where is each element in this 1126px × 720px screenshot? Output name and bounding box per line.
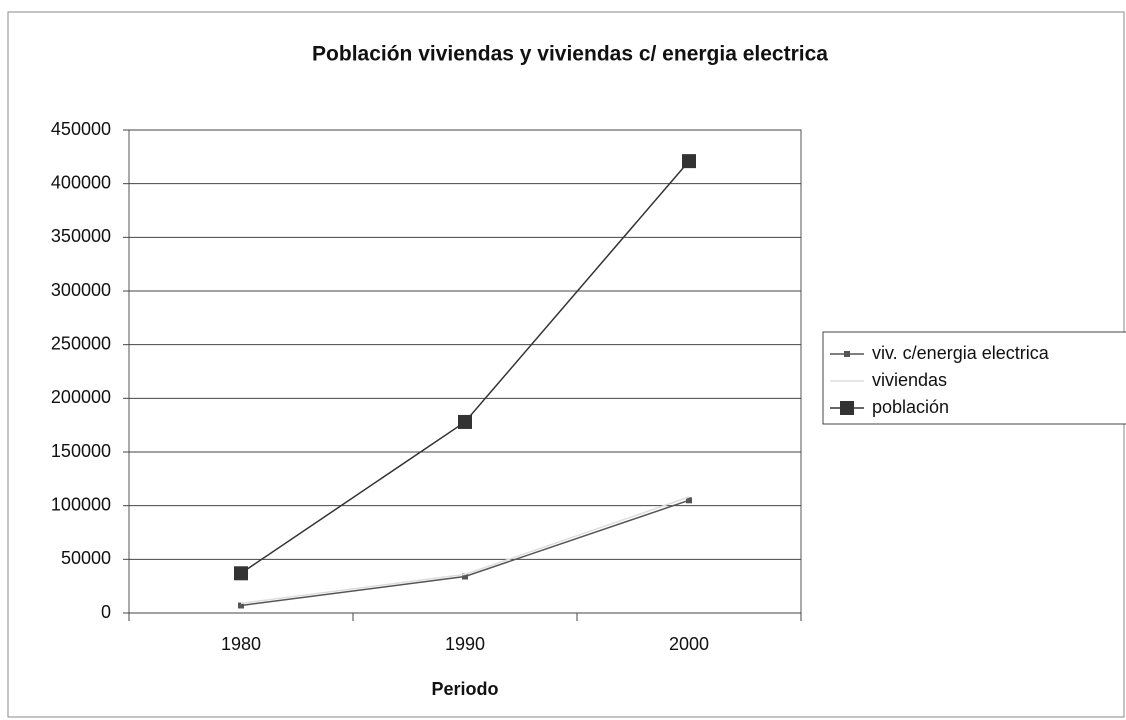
x-tick-label: 1990: [445, 634, 485, 654]
marker: [686, 497, 692, 504]
x-axis-title: Periodo: [431, 679, 498, 699]
plot-area: [128, 129, 802, 614]
marker: [238, 602, 244, 609]
x-tick-label: 2000: [669, 634, 709, 654]
marker: [682, 154, 696, 169]
legend-marker: [844, 351, 850, 357]
y-tick-label: 450000: [51, 119, 111, 139]
y-tick-label: 200000: [51, 387, 111, 407]
marker: [458, 414, 472, 429]
y-tick-label: 50000: [61, 548, 111, 568]
legend-label: población: [872, 397, 949, 417]
chart-title: Población viviendas y viviendas c/ energ…: [312, 43, 828, 66]
y-tick-label: 350000: [51, 226, 111, 246]
legend-box: [822, 331, 1126, 425]
marker: [234, 566, 248, 581]
x-tick-label: 1980: [221, 634, 261, 654]
legend-label: viv. c/energia electrica: [872, 343, 1050, 363]
series-line: [240, 496, 690, 605]
y-tick-label: 400000: [51, 172, 111, 192]
legend-label: viviendas: [872, 370, 947, 390]
marker: [462, 573, 468, 580]
y-tick-label: 300000: [51, 280, 111, 300]
y-tick-label: 100000: [51, 494, 111, 514]
legend-marker: [840, 401, 854, 415]
y-tick-label: 0: [101, 602, 111, 622]
y-tick-label: 250000: [51, 333, 111, 353]
y-tick-label: 150000: [51, 441, 111, 461]
